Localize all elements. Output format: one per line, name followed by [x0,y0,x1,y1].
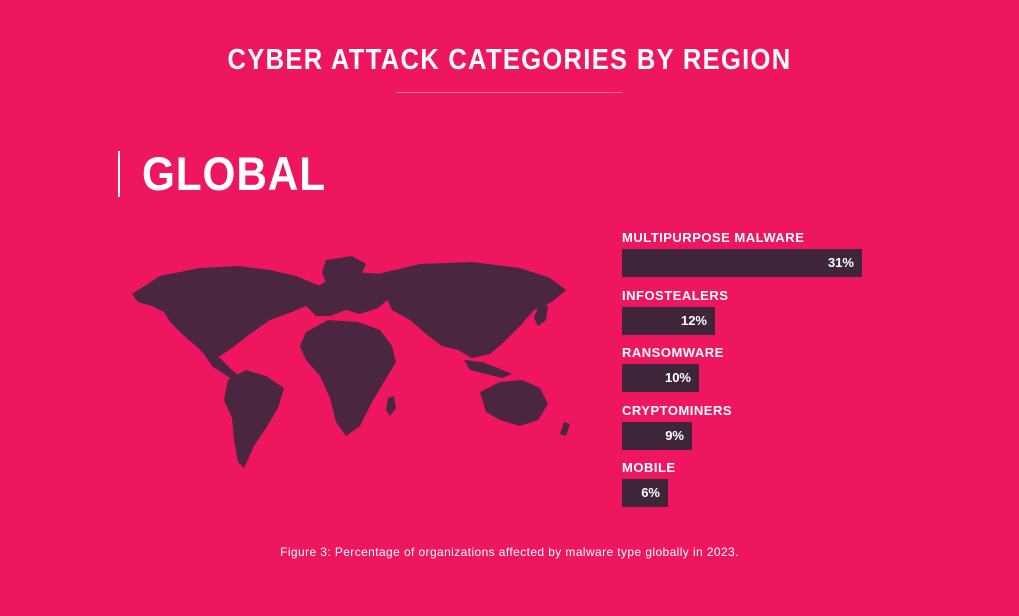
map-indonesia [464,360,512,378]
bar: 31% [622,249,862,277]
map-japan [534,302,548,326]
region-heading: GLOBAL [142,147,326,200]
bar-label: MOBILE [622,460,676,475]
bar-label: INFOSTEALERS [622,287,729,303]
map-australia [480,380,548,426]
bar-label: CRYPTOMINERS [622,402,733,418]
bar: 12% [622,306,715,335]
map-north-america [132,266,320,362]
map-south-america [224,370,284,468]
figure-caption: Figure 3: Percentage of organizations af… [280,545,739,559]
malware-bar-chart: MULTIPURPOSE MALWARE 31% INFOSTEALERS 12% RA… [622,230,1002,520]
page-title: CYBER ATTACK CATEGORIES BY REGION [227,44,792,76]
bar: 6% [622,479,668,507]
region-accent-bar [118,151,120,197]
title-divider [396,92,622,93]
map-new-zealand [560,422,570,436]
bar-label: RANSOMWARE [622,345,724,360]
world-map-icon [132,256,570,468]
map-asia [378,262,566,358]
bar-value-label: 12% [680,312,707,328]
map-central-america [204,354,242,382]
bar-value-label: 6% [641,485,660,500]
map-madagascar [386,396,396,416]
bar-value-label: 31% [827,255,854,270]
bar-value-label: 10% [664,370,691,385]
bar: 9% [622,421,692,450]
map-africa [300,320,396,436]
map-europe [306,272,396,316]
bar-label: MULTIPURPOSE MALWARE [622,230,805,245]
bar: 10% [622,364,699,392]
bar-value-label: 9% [665,427,684,443]
